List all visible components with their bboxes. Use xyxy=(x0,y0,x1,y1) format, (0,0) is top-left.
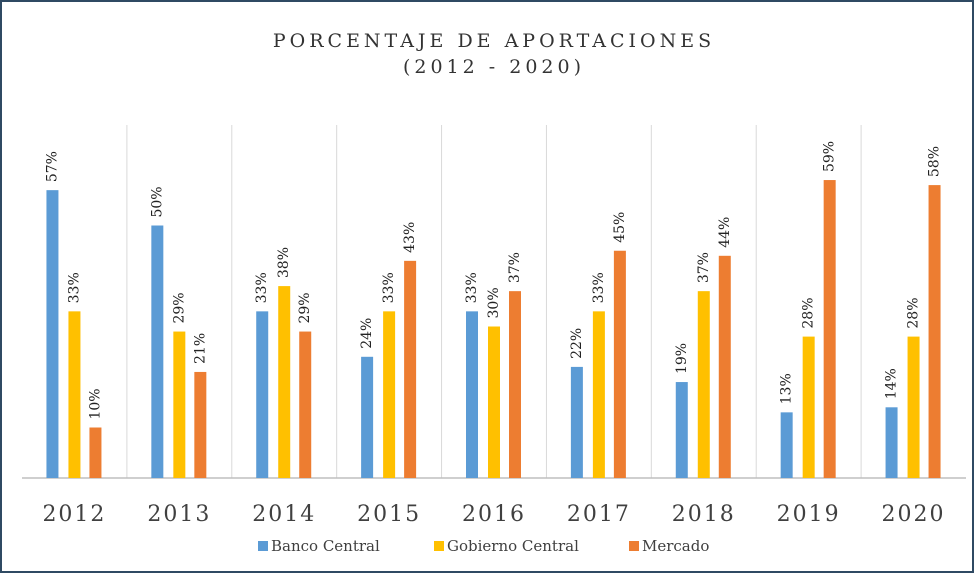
bar xyxy=(570,366,583,478)
data-label: 58% xyxy=(927,146,943,177)
bar xyxy=(802,336,815,478)
data-label: 37% xyxy=(507,252,523,283)
data-label: 33% xyxy=(66,272,82,303)
data-label: 29% xyxy=(297,292,313,323)
data-label: 33% xyxy=(254,272,270,303)
bar xyxy=(613,250,626,478)
bar xyxy=(173,331,186,478)
x-tick-label: 2013 xyxy=(147,502,211,527)
data-label: 33% xyxy=(591,272,607,303)
bar xyxy=(885,407,898,478)
bar xyxy=(718,255,731,478)
data-label: 19% xyxy=(674,343,690,374)
bar xyxy=(383,311,396,478)
chart-title: PORCENTAJE DE APORTACIONES xyxy=(273,30,715,52)
data-label: 30% xyxy=(486,287,502,318)
x-tick-label: 2020 xyxy=(882,502,946,527)
bar xyxy=(466,311,478,478)
bar xyxy=(697,291,710,478)
bar xyxy=(68,311,81,478)
x-tick-label: 2015 xyxy=(357,502,421,527)
legend-label: Banco Central xyxy=(271,537,380,555)
x-tick-label: 2016 xyxy=(462,502,526,527)
data-label: 24% xyxy=(359,318,375,349)
data-label: 38% xyxy=(276,247,292,278)
bar xyxy=(907,336,920,478)
data-label: 29% xyxy=(171,292,187,323)
bar xyxy=(823,180,836,479)
x-tick-label: 2017 xyxy=(567,502,631,527)
legend-label: Gobierno Central xyxy=(447,537,579,555)
bar xyxy=(928,185,941,478)
data-label: 57% xyxy=(44,151,60,182)
data-label: 28% xyxy=(906,297,922,328)
chart-subtitle: (2012 - 2020) xyxy=(403,56,585,78)
data-label: 45% xyxy=(612,212,628,243)
bar xyxy=(256,311,269,478)
data-label: 33% xyxy=(464,272,480,303)
data-label: 59% xyxy=(822,141,838,172)
data-label: 50% xyxy=(149,186,165,217)
bar xyxy=(509,291,521,478)
data-label: 33% xyxy=(381,272,397,303)
bar xyxy=(194,371,207,478)
bar xyxy=(151,225,164,478)
legend-swatch xyxy=(629,541,639,551)
data-label: 21% xyxy=(192,333,208,364)
x-tick-label: 2018 xyxy=(672,502,736,527)
data-label: 44% xyxy=(717,217,733,248)
bar xyxy=(675,382,688,478)
legend-swatch xyxy=(434,541,444,551)
data-label: 43% xyxy=(402,222,418,253)
x-tick-label: 2019 xyxy=(777,502,841,527)
data-label: 13% xyxy=(779,373,795,404)
legend-swatch xyxy=(258,541,268,551)
legend-label: Mercado xyxy=(642,537,709,555)
bar xyxy=(278,286,291,478)
data-label: 28% xyxy=(801,297,817,328)
bar xyxy=(46,190,59,478)
data-label: 22% xyxy=(569,328,585,359)
data-label: 14% xyxy=(884,368,900,399)
x-tick-label: 2012 xyxy=(42,502,106,527)
bar xyxy=(361,356,374,478)
bar xyxy=(404,260,417,478)
bar xyxy=(299,331,312,478)
bar xyxy=(488,326,500,478)
x-tick-label: 2014 xyxy=(252,502,316,527)
bar xyxy=(89,427,102,478)
data-label: 37% xyxy=(696,252,712,283)
bar xyxy=(780,412,793,478)
data-label: 10% xyxy=(87,388,103,419)
bar xyxy=(592,311,605,478)
